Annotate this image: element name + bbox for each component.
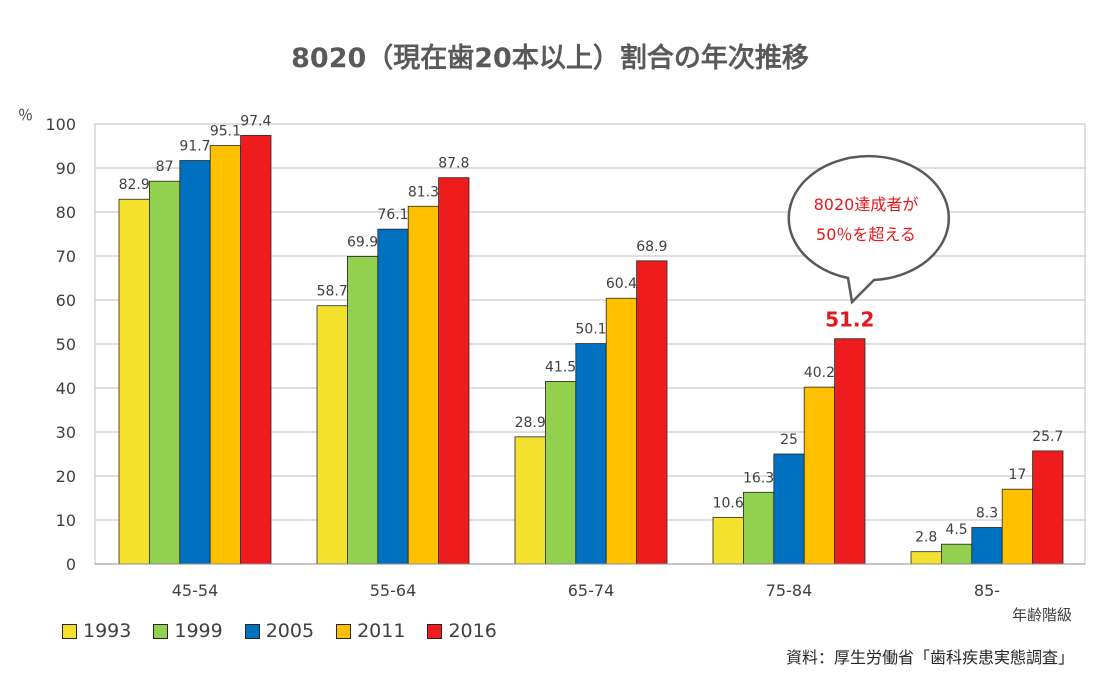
y-tick-label: 30 (56, 423, 76, 442)
bar (377, 228, 409, 565)
bar (209, 145, 241, 565)
legend-item: 2016 (427, 620, 497, 642)
legend-swatch (244, 623, 260, 639)
bar (605, 297, 638, 565)
data-label: 69.9 (347, 234, 378, 250)
y-tick-label: 100 (45, 115, 76, 134)
source-note: 資料：厚生労働省「歯科疾患実態調査」 (785, 648, 1074, 667)
data-label: 25 (780, 432, 798, 448)
bar (712, 516, 744, 565)
data-label: 97.4 (240, 113, 271, 129)
legend-swatch (336, 623, 352, 639)
data-label: 16.3 (743, 470, 774, 486)
bar (514, 436, 546, 565)
bar (240, 135, 272, 565)
bar (118, 198, 150, 565)
legend-label: 1993 (83, 620, 132, 642)
legend-swatch (427, 623, 443, 639)
legend-label: 2016 (448, 620, 497, 642)
data-label: 4.5 (945, 522, 967, 538)
legend-item: 1993 (62, 620, 131, 642)
y-tick-label: 20 (56, 467, 76, 486)
data-label: 91.7 (179, 139, 210, 155)
data-label: 95.1 (210, 124, 241, 140)
data-label: 8.3 (976, 505, 998, 521)
bar (545, 380, 577, 565)
data-label: 58.7 (317, 284, 348, 300)
data-label: 68.9 (636, 239, 667, 255)
y-tick-label: 10 (56, 511, 76, 530)
data-label: 10.6 (713, 495, 744, 511)
bar (1001, 488, 1034, 565)
bars (118, 135, 1064, 565)
legend-swatch (62, 623, 77, 639)
bar (148, 180, 181, 565)
annotation-callout: 8020達成者が 50％を超える (787, 154, 951, 305)
callout-text: 50％を超える (816, 225, 916, 244)
x-tick-label: 55-64 (370, 581, 417, 600)
legend-label: 2005 (265, 620, 315, 642)
legend-item: 1999 (153, 620, 223, 642)
data-label: 76.1 (377, 207, 408, 223)
y-tick-label: 70 (56, 247, 76, 266)
y-tick-label: 80 (56, 203, 76, 222)
bar (773, 453, 805, 565)
bar (910, 551, 942, 565)
bar (636, 260, 668, 565)
x-tick-label: 75-84 (766, 581, 813, 600)
callout-text: 8020達成者が (814, 195, 919, 214)
legend-swatch (153, 623, 169, 639)
x-tick-label: 85- (974, 581, 1000, 600)
data-label: 25.7 (1032, 429, 1063, 445)
data-label: 17 (1008, 467, 1026, 483)
data-label: 40.2 (804, 365, 835, 381)
bar (971, 527, 1003, 565)
legend-item: 2011 (336, 620, 405, 642)
data-label: 81.3 (408, 184, 439, 200)
data-label: 41.5 (545, 359, 576, 375)
y-axis-unit: ％ (18, 106, 34, 124)
legend: 1993 1999 2005 2011 2016 (62, 620, 519, 642)
legend-label: 1999 (174, 620, 223, 642)
data-label: 87 (156, 159, 174, 175)
bar (803, 386, 836, 565)
bar (575, 343, 607, 565)
callout-bubble (787, 154, 951, 305)
data-label: 2.8 (915, 530, 937, 546)
y-tick-label: 90 (56, 159, 76, 178)
data-label: 60.4 (606, 276, 637, 292)
data-label: 51.2 (825, 308, 874, 332)
legend-item: 2005 (244, 620, 315, 642)
y-tick-label: 40 (56, 379, 76, 398)
y-tick-label: 0 (66, 555, 76, 574)
axes: 0 10 20 30 40 50 60 70 80 90 100 45-54 55-64 65-74 75-… (45, 115, 1085, 600)
bar (346, 256, 379, 565)
data-label: 28.9 (515, 415, 546, 431)
bar (316, 305, 348, 565)
chart-title: 8020（現在歯20本以上）割合の年次推移 (291, 43, 809, 74)
bar (941, 543, 973, 565)
bar (743, 491, 775, 565)
x-tick-label: 65-74 (568, 581, 615, 600)
data-label: 87.8 (438, 156, 469, 172)
bar (179, 160, 211, 565)
data-label: 50.1 (575, 322, 606, 338)
bar (1032, 450, 1064, 565)
x-tick-label: 45-54 (172, 581, 219, 600)
y-tick-label: 50 (56, 335, 76, 354)
bar (438, 177, 470, 565)
data-label: 82.9 (119, 177, 150, 193)
data-labels: 82.9 58.7 28.9 10.6 2.8 87 69.9 41.5 16.3 4.5 91.7… (119, 113, 1064, 545)
y-tick-label: 60 (56, 291, 76, 310)
bar (407, 205, 440, 565)
x-axis-title: 年齢階級 (1011, 606, 1072, 624)
legend-label: 2011 (357, 620, 406, 642)
bar (834, 338, 866, 565)
